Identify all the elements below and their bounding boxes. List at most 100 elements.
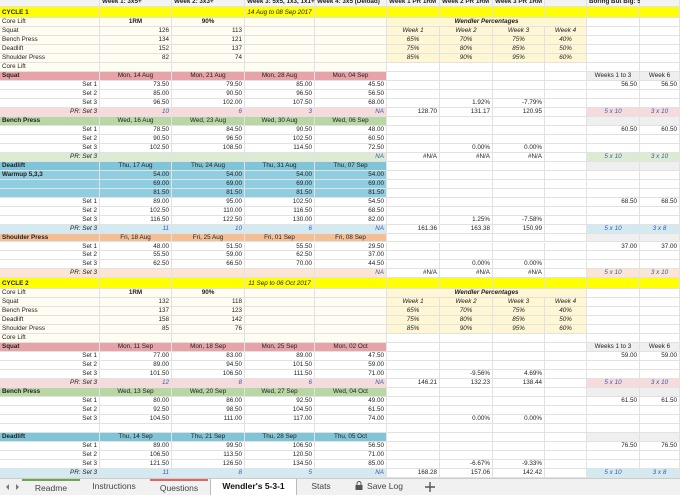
cell [640,188,680,198]
cell [587,233,640,243]
cell-text: Fri, 08 Sep [315,233,387,243]
cell-text: 0.00% [493,143,545,153]
cell [440,188,493,198]
cell-text: 85% [387,53,440,63]
sheet-tab[interactable]: Wendler's 5-3-1 [210,479,297,495]
cell [545,116,587,126]
cell-text: 48.00 [100,242,172,252]
cell [587,334,640,344]
cell-text: 60.50 [587,125,640,135]
cell [315,278,387,290]
cell [100,334,172,344]
sheet-tab[interactable]: Stats [299,479,343,495]
cell [440,352,493,362]
cell [315,334,387,344]
tab-label: Questions [159,483,199,493]
cell [587,161,640,171]
cell [387,161,440,171]
cell-text: 10 [172,224,245,234]
cell-text: 0.00% [440,143,493,153]
cell-text: 68.50 [587,197,640,207]
cell [545,89,587,99]
cell-text: 106.50 [245,442,315,452]
cell-text: 74.00 [315,415,387,425]
cell [387,278,440,290]
cell-text: Set 2 [0,451,100,461]
cell [245,289,315,299]
cell-text: Squat [0,298,100,308]
cell-text: Set 1 [0,397,100,407]
cell-text: 1.92% [440,98,493,108]
cell-text: 85% [387,325,440,335]
cell-text: 82 [100,53,172,63]
cell-text: 68.50 [640,197,680,207]
sheet-tab[interactable]: Questions [150,479,208,495]
add-sheet[interactable] [423,480,437,494]
cell [440,334,493,344]
cell [545,7,587,18]
cell-text: Mon, 21 Aug [172,71,245,81]
cell-text: Set 2 [0,251,100,261]
cell-text: 37.00 [587,242,640,252]
cell-text: 70% [440,307,493,317]
cell-text: Mon, 02 Oct [315,343,387,353]
cell [545,415,587,425]
sheet-tab[interactable]: Instructions [82,479,146,495]
cell-text: Deadlift [0,316,100,326]
cell-text: PR: Set 3 [0,379,100,389]
cell-text: 37.00 [315,251,387,261]
cell [315,62,387,72]
cell [493,206,545,216]
cell [172,269,245,279]
sheet-tab[interactable]: Save Log [346,479,412,495]
cell-text: 90% [172,18,245,27]
cell [545,251,587,261]
cell-text: Thu, 31 Aug [245,161,315,171]
cell [587,260,640,270]
cell-text: Squat [0,71,100,81]
cell [245,44,315,54]
cell [640,334,680,344]
cell-text: 137 [172,44,245,54]
cell [640,53,680,63]
cell [640,134,680,144]
cell [587,298,640,308]
cell [587,307,640,317]
tab-nav[interactable] [2,479,24,495]
cell-text: 61.50 [640,397,680,407]
cell-text: 107.50 [245,98,315,108]
cell [387,215,440,225]
cell-text: 3 x 8 [640,469,680,478]
cell-text: 5 x 10 [587,379,640,389]
cell [545,343,587,353]
cell [640,415,680,425]
cell-text: 56.50 [315,442,387,452]
cell-text: Bench Press [0,307,100,317]
cell-text: Warmup 5,3,3 [0,170,100,180]
cell [493,424,545,434]
cell [640,307,680,317]
cell [587,278,640,290]
cell-text: 81.50 [100,188,172,198]
cell-text: 131.17 [440,107,493,117]
cell [387,251,440,261]
cell [315,44,387,54]
cell [493,89,545,99]
cell-text: 113.50 [172,451,245,461]
sheet-tab[interactable]: Readme [22,479,80,495]
cell-text: Wed, 06 Sep [315,116,387,126]
cell [545,206,587,216]
cell [545,98,587,108]
cell-text: 3 x 8 [640,224,680,234]
cell-text: Deadlift [0,44,100,54]
cell [440,179,493,189]
cell [587,370,640,380]
cell-text: 54.00 [100,170,172,180]
cell-text: 47.50 [315,352,387,362]
cell [640,451,680,461]
cell-text: #N/A [387,269,440,279]
cell-text: 102.00 [172,98,245,108]
cell [545,361,587,371]
cell [545,370,587,380]
cell-text: Fri, 25 Aug [172,233,245,243]
